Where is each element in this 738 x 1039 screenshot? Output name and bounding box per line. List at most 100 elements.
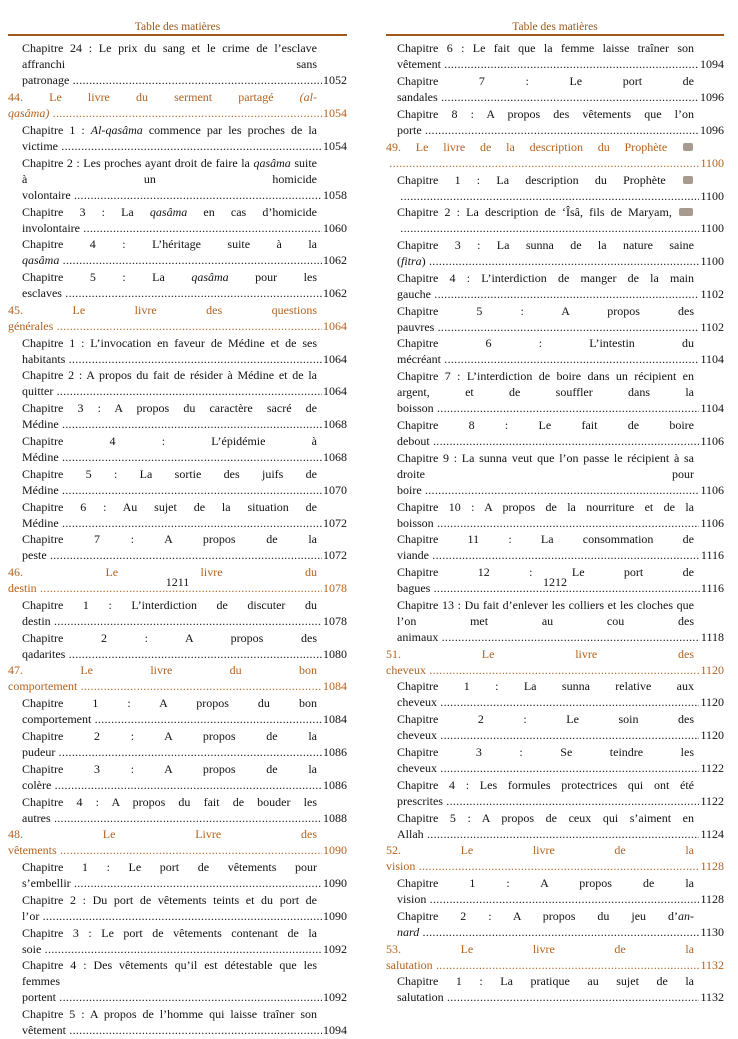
- title-text: qasâma: [22, 253, 60, 268]
- toc-chapter-entry[interactable]: Chapitre 3 : La qasâma en cas d’homicide…: [8, 203, 347, 236]
- toc-book-entry[interactable]: 53. Le livre de la salutation 1132: [386, 940, 724, 973]
- title-text: Chapitre 6 : Le fait que la femme laisse…: [397, 41, 694, 72]
- honorific-symbol-icon: [679, 208, 693, 217]
- right-page: Table des matières Chapitre 6 : Le fait …: [386, 0, 724, 1006]
- entry-page-number: 1054: [322, 137, 347, 154]
- toc-chapter-entry[interactable]: Chapitre 5 : A propos de l’homme qui lai…: [8, 1006, 347, 1039]
- title-text: Chapitre 1 :: [22, 122, 91, 137]
- title-text: Chapitre 4 : L’héritage suite à la: [22, 237, 317, 252]
- entry-title: Chapitre 1 : A propos de la vision: [397, 876, 724, 906]
- toc-chapter-entry[interactable]: Chapitre 2 : A propos du fait de résider…: [8, 367, 347, 400]
- title-text: pour les esclaves: [22, 270, 318, 301]
- toc-chapter-entry[interactable]: Chapitre 11 : La consommation de viande 1…: [386, 531, 724, 564]
- toc-chapter-entry[interactable]: Chapitre 1 : A propos de la vision 1128: [386, 875, 724, 908]
- toc-book-entry[interactable]: 51. Le livre des cheveux 1120: [386, 645, 724, 678]
- toc-book-entry[interactable]: 52. Le livre de la vision 1128: [386, 842, 724, 875]
- toc-chapter-entry[interactable]: Chapitre 4 : A propos du fait de bouder …: [8, 793, 347, 826]
- title-text: Chapitre 1 : L’interdiction de discuter …: [22, 597, 317, 628]
- entry-page-number: 1118: [699, 628, 724, 645]
- toc-chapter-entry[interactable]: Chapitre 4 : L’épidémie à Médine 1068: [8, 433, 347, 466]
- toc-chapter-entry[interactable]: Chapitre 2 : Les proches ayant droit de …: [8, 154, 347, 203]
- title-text: qasâma: [191, 270, 229, 285]
- entry-page-number: 1130: [699, 923, 724, 940]
- entry-page-number: 1094: [699, 56, 724, 73]
- toc-chapter-entry[interactable]: Chapitre 4 : Des vêtements qu’il est dét…: [8, 957, 347, 1006]
- title-text: (al-qasâma): [8, 90, 317, 121]
- entry-page-number: 1064: [322, 317, 347, 334]
- title-text: 44. Le livre du serment partagé: [8, 90, 300, 105]
- entry-page-number: 1096: [699, 89, 724, 106]
- entry-page-number: 1080: [322, 645, 347, 662]
- toc-chapter-entry[interactable]: Chapitre 7 : A propos de la peste 1072: [8, 531, 347, 564]
- honorific-symbol-icon: [683, 175, 693, 184]
- entry-page-number: 1052: [322, 72, 347, 89]
- entry-title: Chapitre 3 : A propos de la colère: [22, 762, 347, 792]
- toc-book-entry[interactable]: 47. Le livre du bon comportement 1084: [8, 662, 347, 695]
- title-text: Chapitre 1 : Le port de vêtements pour s…: [22, 860, 317, 891]
- toc-book-entry[interactable]: 48. Le Livre des vêtements 1090: [8, 826, 347, 859]
- entry-page-number: 1102: [699, 318, 724, 335]
- toc-chapter-entry[interactable]: Chapitre 2 : Le soin des cheveux 1120: [386, 711, 724, 744]
- title-text: 47. Le livre du bon comportement: [8, 663, 317, 694]
- toc-chapter-entry[interactable]: Chapitre 2 : Du port de vêtements teints…: [8, 892, 347, 925]
- toc-book-entry[interactable]: 46. Le livre du destin 1078: [8, 564, 347, 597]
- toc-chapter-entry[interactable]: Chapitre 13 : Du fait d’enlever les coll…: [386, 597, 724, 646]
- page-number: 1211: [165, 575, 190, 589]
- entry-page-number: 1094: [322, 1022, 347, 1039]
- toc-chapter-entry[interactable]: Chapitre 5 : A propos des pauvres 1102: [386, 302, 724, 335]
- entry-title: Chapitre 9 : La sunna veut que l’on pass…: [397, 451, 724, 497]
- title-text: Chapitre 5 : La sortie des juifs de Médi…: [22, 466, 317, 497]
- toc-chapter-entry[interactable]: Chapitre 1 : L’interdiction de discuter …: [8, 597, 347, 630]
- toc-chapter-entry[interactable]: Chapitre 7 : Le port de sandales 1096: [386, 73, 724, 106]
- toc-chapter-entry[interactable]: Chapitre 1 : L’invocation en faveur de M…: [8, 334, 347, 367]
- toc-chapter-entry[interactable]: Chapitre 4 : Les formules protectrices q…: [386, 776, 724, 809]
- toc-list: Chapitre 6 : Le fait que la femme laisse…: [386, 40, 724, 1006]
- toc-chapter-entry[interactable]: Chapitre 5 : La qasâma pour les esclaves…: [8, 269, 347, 302]
- title-text: Chapitre 7 : L’interdiction de boire dan…: [397, 369, 694, 416]
- title-text: Chapitre 3 : Le port de vêtements conten…: [22, 925, 317, 956]
- toc-chapter-entry[interactable]: Chapitre 7 : L’interdiction de boire dan…: [386, 368, 724, 417]
- toc-chapter-entry[interactable]: Chapitre 4 : L’héritage suite à la qasâm…: [8, 236, 347, 269]
- toc-chapter-entry[interactable]: Chapitre 6 : L’intestin du mécréant 1104: [386, 335, 724, 368]
- toc-chapter-entry[interactable]: Chapitre 1 : A propos du bon comportemen…: [8, 695, 347, 728]
- toc-chapter-entry[interactable]: Chapitre 2 : A propos de la pudeur 1086: [8, 728, 347, 761]
- title-text: Chapitre 1 : La description du Prophète: [397, 172, 682, 187]
- toc-chapter-entry[interactable]: Chapitre 2 : A propos des qadarites 1080: [8, 629, 347, 662]
- toc-chapter-entry[interactable]: Chapitre 3 : Se teindre les cheveux 1122: [386, 744, 724, 777]
- toc-book-entry[interactable]: 45. Le livre des questions générales 1064: [8, 301, 347, 334]
- toc-chapter-entry[interactable]: Chapitre 4 : L’interdiction de manger de…: [386, 269, 724, 302]
- toc-chapter-entry[interactable]: Chapitre 2 : La description de ‘Îsâ, fil…: [386, 204, 724, 237]
- toc-chapter-entry[interactable]: Chapitre 5 : La sortie des juifs de Médi…: [8, 465, 347, 498]
- toc-chapter-entry[interactable]: Chapitre 5 : A propos de ceux qui s’aime…: [386, 809, 724, 842]
- entry-title: Chapitre 6 : Le fait que la femme laisse…: [397, 41, 724, 71]
- toc-chapter-entry[interactable]: Chapitre 1 : La description du Prophète …: [386, 171, 724, 204]
- toc-chapter-entry[interactable]: Chapitre 6 : Le fait que la femme laisse…: [386, 40, 724, 73]
- title-text: Chapitre 5 : A propos des pauvres: [397, 303, 694, 334]
- toc-chapter-entry[interactable]: Chapitre 8 : Le fait de boire debout 1106: [386, 417, 724, 450]
- toc-chapter-entry[interactable]: Chapitre 3 : Le port de vêtements conten…: [8, 924, 347, 957]
- entry-title: 48. Le Livre des vêtements: [8, 827, 347, 857]
- entry-title: Chapitre 2 : Du port de vêtements teints…: [22, 893, 347, 923]
- entry-page-number: 1106: [699, 514, 724, 531]
- toc-book-entry[interactable]: 44. Le livre du serment partagé (al-qasâ…: [8, 89, 347, 122]
- toc-chapter-entry[interactable]: Chapitre 1 : La pratique au sujet de la …: [386, 973, 724, 1006]
- toc-chapter-entry[interactable]: Chapitre 8 : A propos des vêtements que …: [386, 106, 724, 139]
- toc-chapter-entry[interactable]: Chapitre 1 : Al-qasâma commence par les …: [8, 122, 347, 155]
- toc-chapter-entry[interactable]: Chapitre 12 : Le port de bagues 1116: [386, 564, 724, 597]
- toc-chapter-entry[interactable]: Chapitre 6 : Au sujet de la situation de…: [8, 498, 347, 531]
- toc-chapter-entry[interactable]: Chapitre 24 : Le prix du sang et le crim…: [8, 40, 347, 89]
- entry-title: 52. Le livre de la vision: [386, 843, 724, 873]
- running-header: Table des matières: [134, 21, 221, 33]
- toc-chapter-entry[interactable]: Chapitre 10 : A propos de la nourriture …: [386, 498, 724, 531]
- toc-chapter-entry[interactable]: Chapitre 3 : La sunna de la nature saine…: [386, 237, 724, 270]
- entry-title: Chapitre 1 : Le port de vêtements pour s…: [22, 860, 347, 890]
- toc-chapter-entry[interactable]: Chapitre 9 : La sunna veut que l’on pass…: [386, 449, 724, 498]
- toc-chapter-entry[interactable]: Chapitre 3 : A propos de la colère 1086: [8, 760, 347, 793]
- entry-page-number: 1092: [322, 989, 347, 1006]
- toc-book-entry[interactable]: 49. Le livre de la description du Prophè…: [386, 138, 724, 171]
- toc-chapter-entry[interactable]: Chapitre 3 : A propos du caractère sacré…: [8, 400, 347, 433]
- toc-chapter-entry[interactable]: Chapitre 1 : Le port de vêtements pour s…: [8, 859, 347, 892]
- entry-title: Chapitre 1 : La description du Prophète: [397, 173, 724, 203]
- toc-chapter-entry[interactable]: Chapitre 2 : A propos du jeu d’an-nard11…: [386, 908, 724, 941]
- toc-chapter-entry[interactable]: Chapitre 1 : La sunna relative aux cheve…: [386, 678, 724, 711]
